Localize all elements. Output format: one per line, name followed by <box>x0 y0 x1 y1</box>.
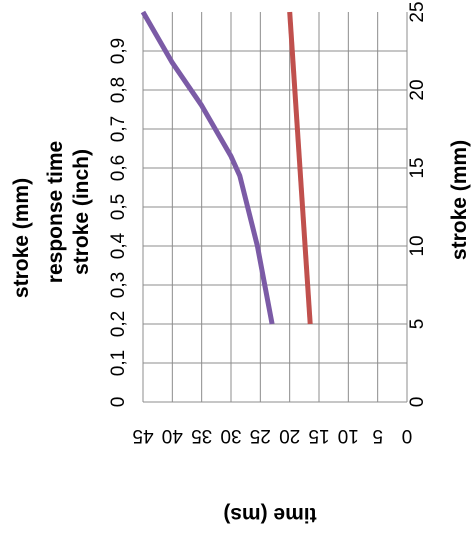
y-left-tick-label: 0,7 <box>108 116 129 142</box>
x-tick-label: 45 <box>132 425 153 446</box>
left-axis-title-2: response time <box>44 141 67 283</box>
y-left-tick-label: 0,5 <box>108 194 129 220</box>
y-left-tick-label: 0,2 <box>108 311 129 337</box>
y-left-tick-label: 0,8 <box>108 77 129 103</box>
x-tick-label: 15 <box>308 425 329 446</box>
series-group <box>140 10 313 325</box>
right-axis-title: stroke (mm) <box>448 140 471 260</box>
x-tick-label: 0 <box>402 425 413 446</box>
y-right-tick-label: 15 <box>407 157 428 178</box>
y-right-tick-label: 0 <box>407 397 428 408</box>
y-left-tick-label: 0,9 <box>108 38 129 64</box>
x-tick-label: 5 <box>372 425 383 446</box>
series-line-1 <box>140 10 275 325</box>
tick-labels: 00,10,20,30,40,50,60,70,80,9051015202505… <box>108 1 428 446</box>
y-left-tick-label: 0 <box>108 397 129 408</box>
x-tick-label: 30 <box>220 425 241 446</box>
y-right-tick-label: 20 <box>407 79 428 100</box>
x-tick-label: 10 <box>338 425 359 446</box>
y-right-tick-label: 25 <box>407 1 428 22</box>
grid <box>142 12 408 403</box>
y-right-tick-label: 5 <box>407 319 428 330</box>
y-left-tick-label: 0,4 <box>108 232 129 259</box>
left-axis-title-3: stroke (inch) <box>70 149 93 275</box>
y-left-tick-label: 0,3 <box>108 272 129 298</box>
y-right-tick-label: 10 <box>407 235 428 256</box>
y-left-tick-label: 0,1 <box>108 350 129 376</box>
x-tick-label: 25 <box>250 425 271 446</box>
x-tick-label: 35 <box>191 425 212 446</box>
y-left-tick-label: 0,6 <box>108 155 129 181</box>
series-line-2 <box>287 11 313 325</box>
left-axis-title-1: stroke (mm) <box>10 178 33 298</box>
x-axis-title: time (ms) <box>223 503 316 526</box>
x-tick-label: 20 <box>279 425 300 446</box>
x-tick-label: 40 <box>162 425 183 446</box>
